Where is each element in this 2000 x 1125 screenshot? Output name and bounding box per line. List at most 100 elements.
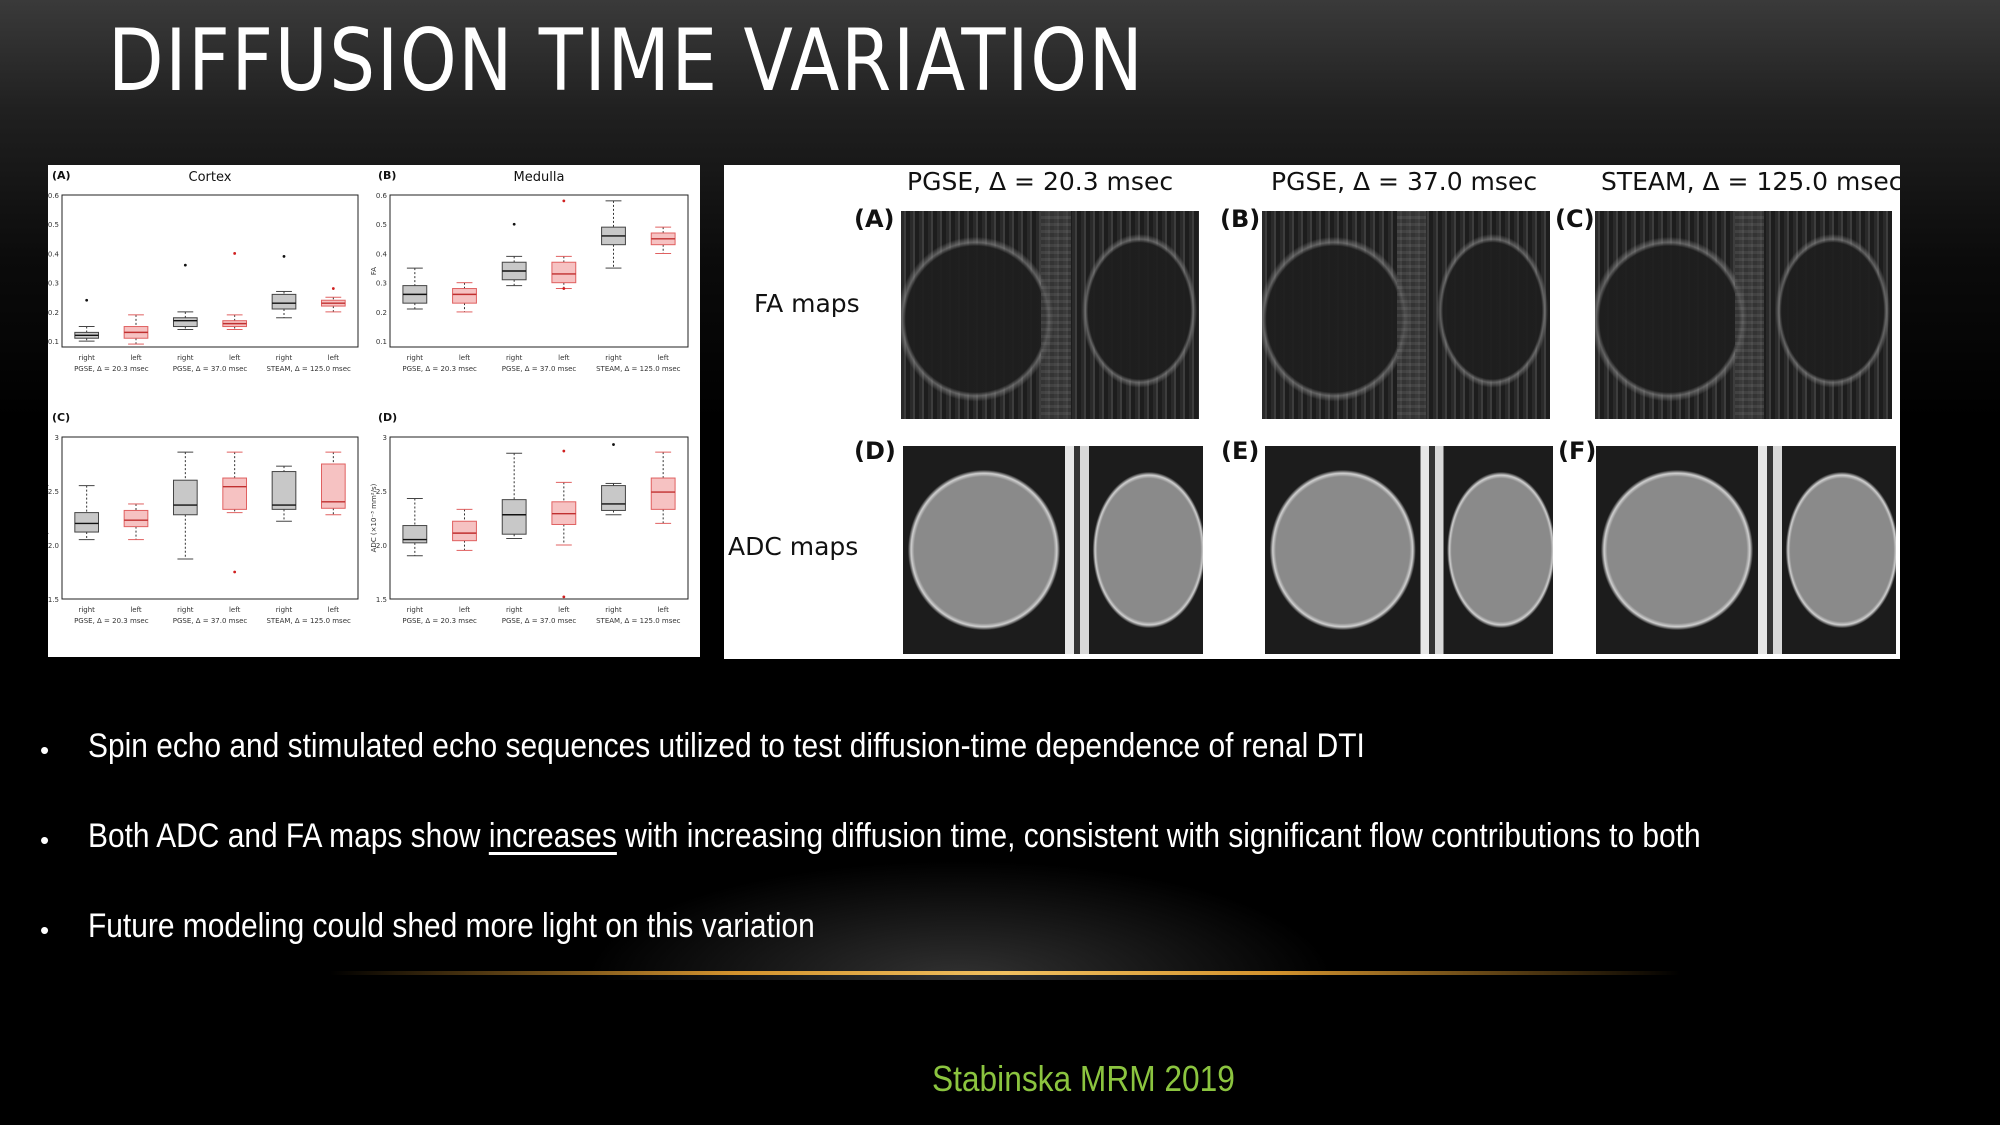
box [123, 509, 149, 528]
box [452, 288, 477, 304]
group-label: PGSE, Δ = 20.3 msec [402, 365, 477, 373]
panel-label-c: (C) [1555, 205, 1595, 233]
y-tick-label: 2.5 [376, 488, 387, 496]
outlier-point [562, 595, 566, 599]
box [452, 520, 477, 542]
boxplot-canvas: (A) Cortex 0.1 0.2 0.3 0.4 0.5 0.6 FA right left ri… [48, 169, 689, 625]
box [551, 261, 577, 284]
panel-b-axes-frame [389, 194, 689, 348]
outlier-point [282, 254, 286, 258]
boxplot-figure: (A) Cortex 0.1 0.2 0.3 0.4 0.5 0.6 FA right left ri… [48, 165, 700, 657]
panel-b-title: Medulla [514, 170, 565, 185]
panel-label-e: (E) [1221, 437, 1260, 465]
y-tick-label: 2.5 [48, 488, 59, 496]
x-tick-label: right [78, 606, 95, 614]
panel-c-y-axis-label: ADC (×10⁻³ mm²/s) [48, 483, 50, 552]
x-tick-label: right [605, 606, 622, 614]
x-tick-label: right [78, 354, 95, 362]
bullet-text: Spin echo and stimulated echo sequences … [88, 727, 1365, 765]
y-tick-label: 0.1 [376, 338, 387, 346]
column-header-pgse-37: PGSE, Δ = 37.0 msec [1271, 167, 1538, 196]
y-tick-label: 0.6 [376, 192, 388, 200]
row-label-adc-maps: ADC maps [728, 532, 859, 561]
group-label: PGSE, Δ = 37.0 msec [502, 365, 577, 373]
box [172, 317, 198, 328]
x-tick-label: left [657, 606, 669, 614]
x-tick-label: right [605, 354, 622, 362]
y-tick-label: 0.5 [376, 221, 387, 229]
group-label: STEAM, Δ = 125.0 msec [596, 365, 681, 373]
group-label: STEAM, Δ = 125.0 msec [266, 365, 351, 373]
row-label-fa-maps: FA maps [754, 289, 860, 318]
group-label: PGSE, Δ = 20.3 msec [74, 617, 149, 625]
citation: Stabinska MRM 2019 [932, 1058, 1235, 1099]
x-tick-label: left [229, 606, 241, 614]
outlier-point [85, 298, 89, 302]
x-tick-label: left [130, 354, 142, 362]
slide-title: DIFFUSION TIME VARIATION [108, 11, 1145, 111]
y-tick-label: 2.0 [48, 542, 59, 550]
box [222, 477, 248, 510]
y-tick-label: 0.2 [48, 309, 59, 317]
adc-map-steam-125 [1596, 446, 1896, 654]
panel-label-f: (F) [1558, 437, 1597, 465]
panel-a-label: (A) [52, 169, 71, 182]
box [402, 525, 428, 544]
y-tick-label: 0.6 [48, 192, 60, 200]
panel-c-axes-frame [61, 436, 359, 600]
y-tick-label: 2.0 [376, 542, 387, 550]
x-tick-label: right [506, 606, 523, 614]
y-tick-label: 0.1 [48, 338, 59, 346]
x-tick-label: left [459, 606, 471, 614]
x-tick-label: right [276, 354, 293, 362]
fa-map-pgse-37 [1262, 211, 1550, 419]
panel-a-axes-frame [61, 194, 359, 348]
x-tick-label: left [229, 354, 241, 362]
y-tick-label: 1.5 [48, 596, 59, 604]
box [501, 499, 527, 535]
column-header-pgse-20: PGSE, Δ = 20.3 msec [907, 167, 1174, 196]
accent-divider [330, 971, 1680, 975]
y-tick-label: 3 [55, 434, 59, 442]
y-tick-label: 0.2 [376, 309, 387, 317]
panel-label-b: (B) [1220, 205, 1261, 233]
x-tick-label: left [130, 606, 142, 614]
y-tick-label: 1.5 [376, 596, 387, 604]
box [172, 479, 198, 516]
group-label: PGSE, Δ = 37.0 msec [173, 365, 248, 373]
outlier-point [233, 570, 237, 574]
panel-c-label: (C) [52, 411, 70, 424]
group-label: PGSE, Δ = 20.3 msec [74, 365, 149, 373]
x-tick-label: right [177, 606, 194, 614]
y-tick-label: 3 [383, 434, 387, 442]
x-tick-label: right [407, 354, 424, 362]
group-label: STEAM, Δ = 125.0 msec [596, 617, 681, 625]
column-header-steam-125: STEAM, Δ = 125.0 msec [1601, 167, 1900, 196]
adc-map-pgse-37 [1265, 446, 1553, 654]
x-tick-label: right [506, 354, 523, 362]
outlier-point [183, 263, 187, 267]
bullet-text: Both ADC and FA maps show increases with… [88, 817, 1701, 855]
panel-label-a: (A) [854, 205, 895, 233]
mri-map-figure: PGSE, Δ = 20.3 msec PGSE, Δ = 37.0 msec … [724, 165, 1900, 659]
x-tick-label: right [407, 606, 424, 614]
box [271, 471, 297, 510]
panel-a-y-axis-label: FA [48, 267, 50, 275]
x-tick-label: left [459, 354, 471, 362]
y-tick-label: 0.4 [376, 250, 388, 258]
outlier-point [562, 449, 566, 453]
outlier-point [562, 199, 566, 203]
panel-b-y-axis-label: FA [370, 267, 378, 275]
panel-d-label: (D) [378, 411, 397, 424]
group-label: STEAM, Δ = 125.0 msec [266, 617, 351, 625]
box [271, 293, 297, 310]
box [601, 485, 626, 511]
panel-b-label: (B) [378, 169, 396, 182]
y-tick-label: 0.3 [376, 280, 387, 288]
group-label: PGSE, Δ = 20.3 msec [402, 617, 477, 625]
outlier-point [562, 287, 566, 290]
x-tick-label: left [328, 354, 340, 362]
x-tick-label: right [177, 354, 194, 362]
x-tick-label: right [276, 606, 293, 614]
panel-d-axes-frame [389, 436, 689, 600]
